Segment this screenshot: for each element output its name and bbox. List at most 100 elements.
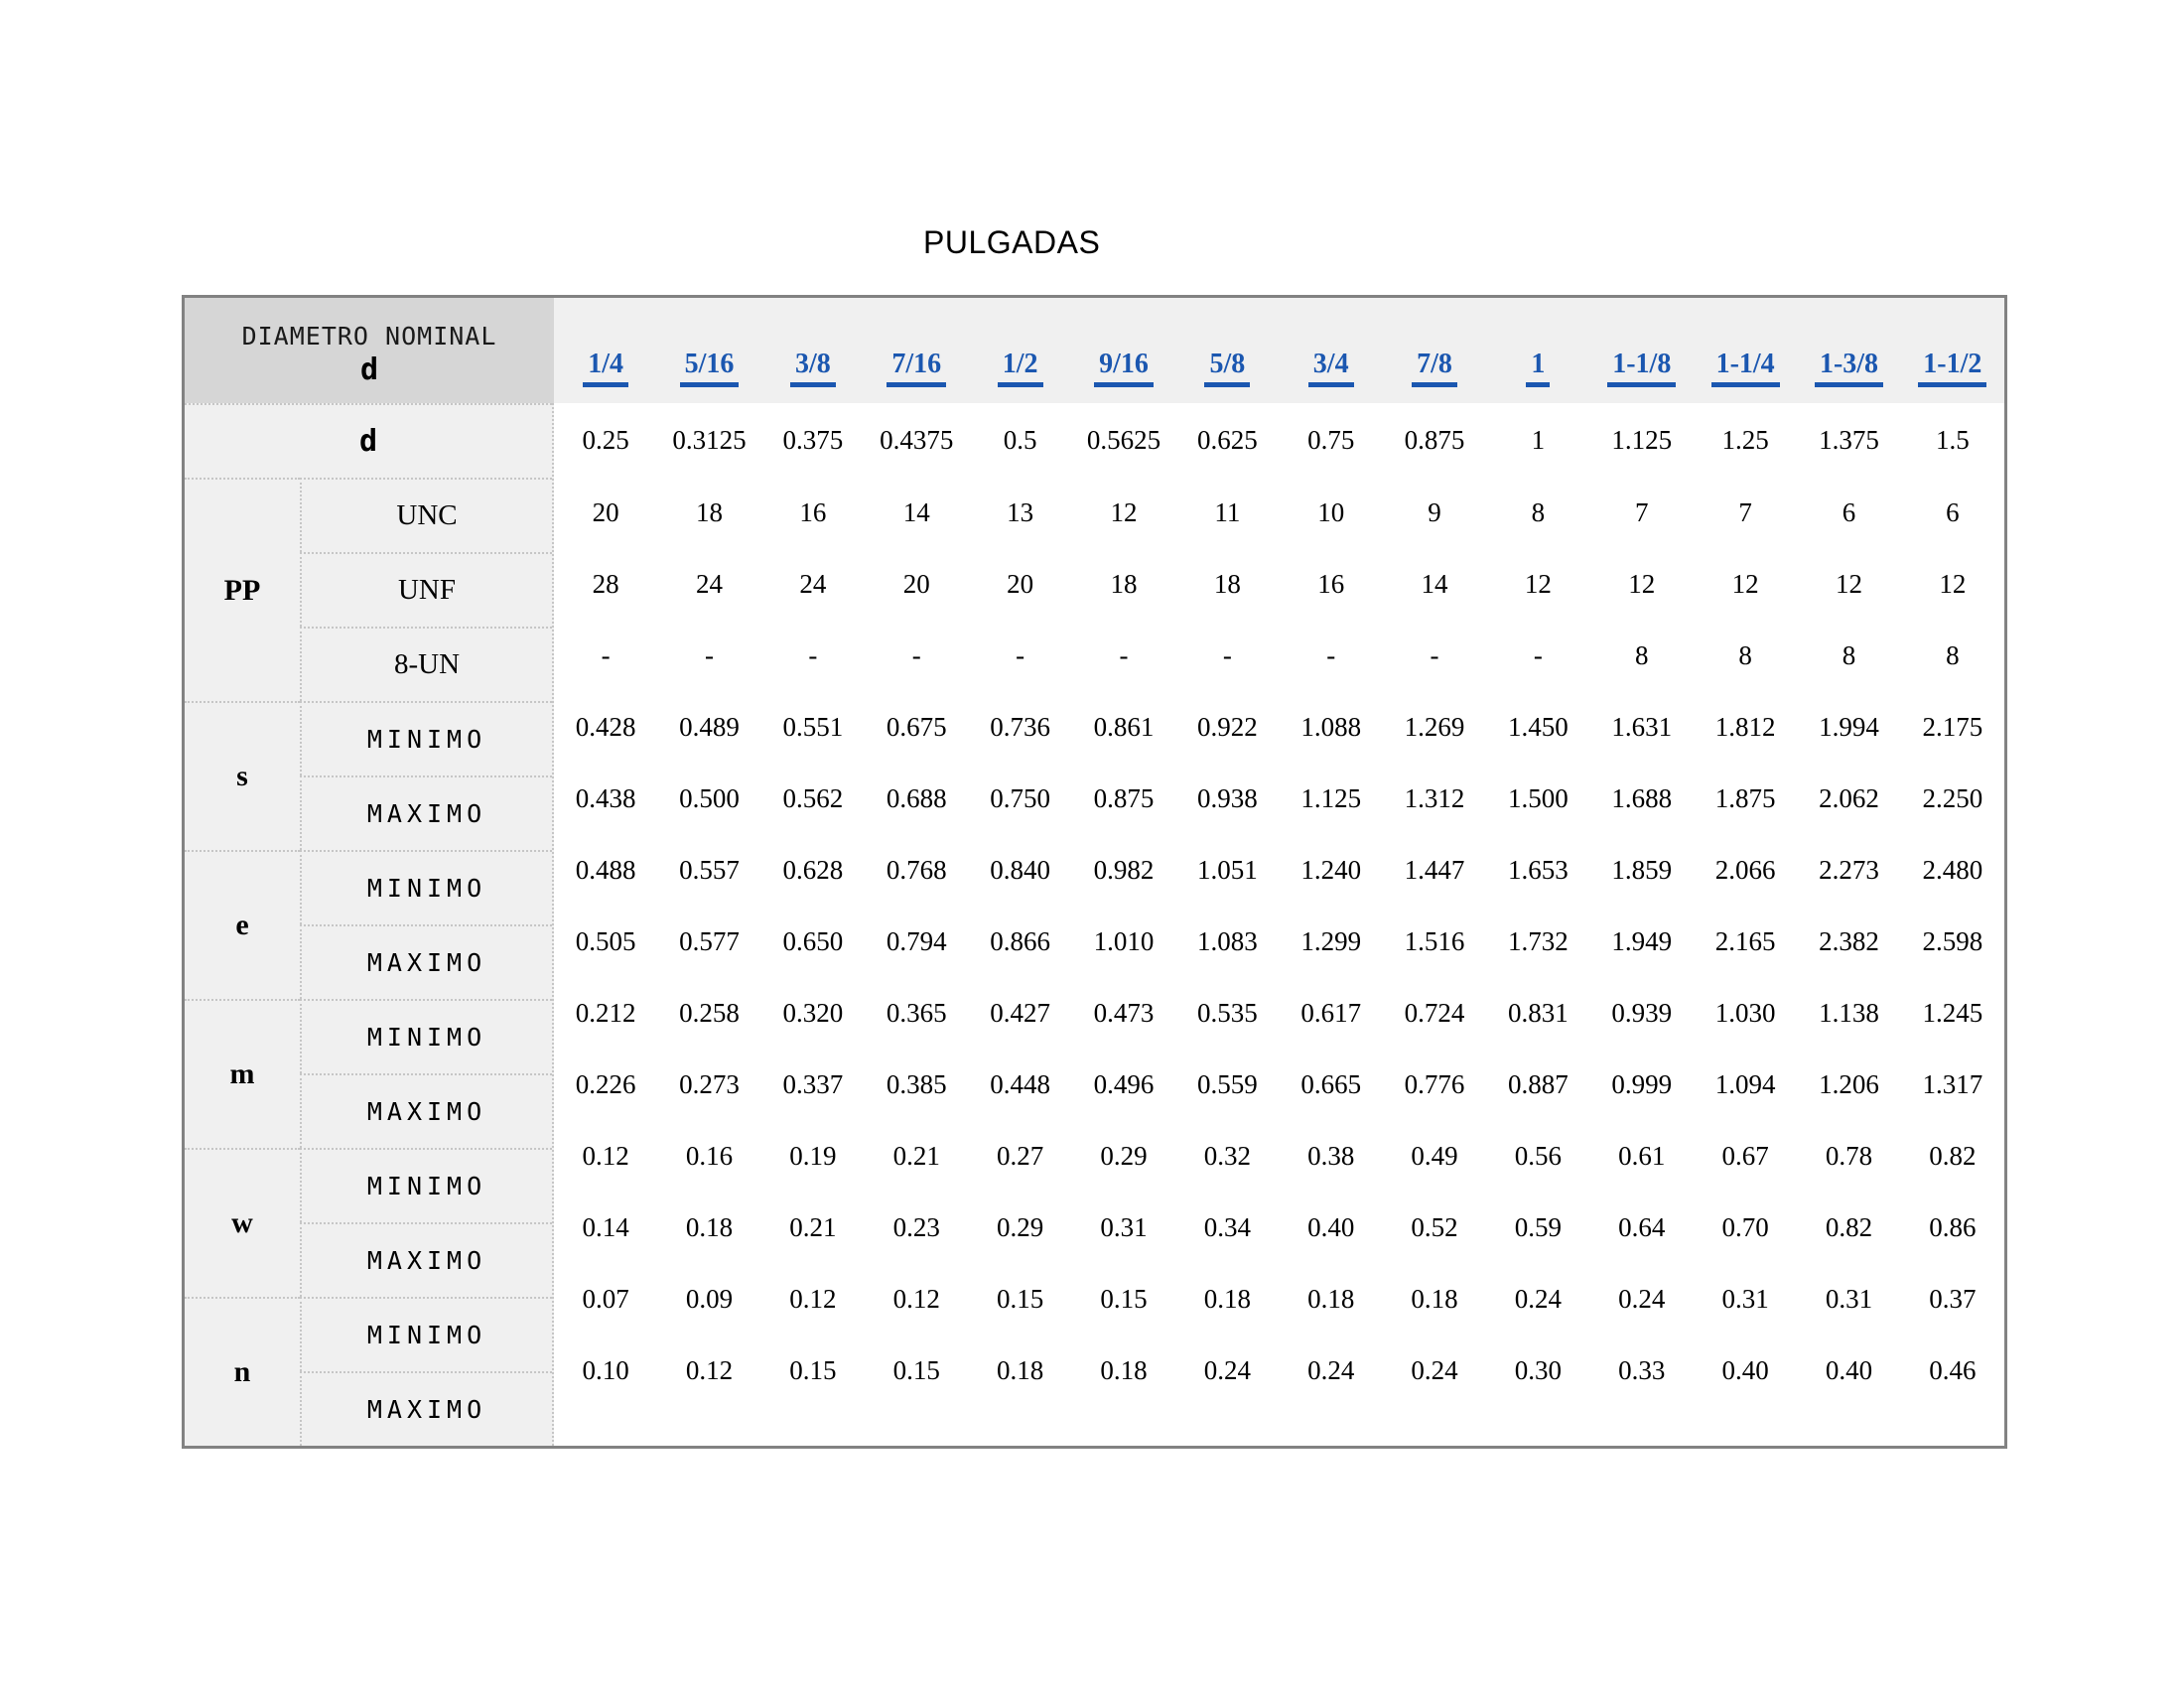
- data-cell: 16: [1317, 568, 1345, 599]
- data-row: 0.212 0.258 0.320 0.365 0.427 0.473 0.535 0.617…: [554, 977, 2004, 1049]
- data-row: 0.505 0.577 0.650 0.794 0.866 1.010 1.083 1.299…: [554, 906, 2004, 977]
- data-cell: 0.18: [685, 1211, 734, 1242]
- data-cell: 0.337: [782, 1068, 844, 1099]
- data-cell: 2.480: [1922, 854, 1983, 885]
- data-cell: 2.062: [1819, 782, 1879, 813]
- data-cell: 0.625: [1196, 424, 1258, 455]
- corner-title: DIAMETRO NOMINAL: [241, 322, 497, 351]
- data-cell: 0.70: [1721, 1211, 1769, 1242]
- data-cell: 0.40: [1825, 1354, 1873, 1385]
- group-label-PP: PP: [185, 478, 300, 701]
- data-cell: 9: [1428, 496, 1441, 527]
- data-cell: 0.78: [1825, 1140, 1873, 1171]
- column-header-link[interactable]: 9/16: [1094, 349, 1154, 387]
- data-cell: 8: [1842, 639, 1856, 670]
- column-header: 1-1/2: [1901, 298, 2004, 403]
- data-cell: 0.24: [1514, 1283, 1563, 1314]
- data-cell: 8: [1738, 639, 1752, 670]
- data-cell: 0.16: [685, 1140, 734, 1171]
- data-cell: 1.245: [1922, 997, 1983, 1028]
- data-cell: 0.776: [1404, 1068, 1465, 1099]
- column-headers: 1/4 5/16 3/8 7/16 1/2 9/16 5/8 3/4 7/8 1 1-1/8 1-1/…: [554, 298, 2004, 403]
- column-header-link[interactable]: 1: [1526, 349, 1551, 387]
- data-cell: 1.083: [1196, 925, 1258, 956]
- column-header-link[interactable]: 3/4: [1307, 349, 1354, 387]
- data-cell: 18: [696, 496, 724, 527]
- data-cell: 16: [799, 496, 827, 527]
- data-cell: 0.562: [782, 782, 844, 813]
- data-cell: 0.31: [1100, 1211, 1148, 1242]
- data-cell: 2.382: [1819, 925, 1879, 956]
- data-cell: 0.750: [990, 782, 1050, 813]
- data-cell: 0.688: [886, 782, 947, 813]
- column-header: 9/16: [1072, 298, 1175, 403]
- data-cell: 0.25: [582, 424, 629, 455]
- data-cell: 0.40: [1307, 1211, 1355, 1242]
- data-cell: 12: [1628, 568, 1656, 599]
- group-label-m: m: [185, 999, 300, 1148]
- column-header-link[interactable]: 1/2: [997, 349, 1043, 387]
- data-cell: 1.125: [1611, 424, 1673, 455]
- column-header-link[interactable]: 1-3/8: [1814, 349, 1884, 387]
- data-cell: 0.15: [892, 1354, 940, 1385]
- data-cell: 2.165: [1714, 925, 1776, 956]
- column-header-link[interactable]: 1-1/2: [1918, 349, 1987, 387]
- data-cell: 0.500: [679, 782, 740, 813]
- data-cell: 0.999: [1611, 1068, 1673, 1099]
- column-header-link[interactable]: 1-1/4: [1710, 349, 1780, 387]
- data-cell: 0.724: [1404, 997, 1465, 1028]
- data-cell: 0.86: [1929, 1211, 1977, 1242]
- column-header: 3/8: [761, 298, 865, 403]
- column-header-link[interactable]: 5/16: [679, 349, 740, 387]
- data-cell: 1: [1531, 424, 1546, 455]
- column-header-link[interactable]: 7/16: [887, 349, 947, 387]
- data-cell: 1.375: [1819, 424, 1879, 455]
- data-cell: 6: [1946, 496, 1960, 527]
- data-cell: 0.505: [575, 925, 636, 956]
- data-cell: 0.24: [1203, 1354, 1251, 1385]
- column-header: 1: [1486, 298, 1589, 403]
- row-label: MAXIMO: [300, 924, 552, 999]
- data-cell: 0.939: [1611, 997, 1673, 1028]
- data-cell: 0.794: [886, 925, 947, 956]
- data-row: 28 24 24 20 20 18 18 16 14 12 12 12 12 12: [554, 548, 2004, 620]
- page-title: PULGADAS: [923, 224, 1101, 260]
- data-cell: 0.5: [1003, 424, 1037, 455]
- column-header-link[interactable]: 3/8: [790, 349, 836, 387]
- data-cell: 2.250: [1922, 782, 1983, 813]
- data-row: 0.226 0.273 0.337 0.385 0.448 0.496 0.559 0.665…: [554, 1049, 2004, 1120]
- column-header-link[interactable]: 7/8: [1412, 349, 1457, 387]
- data-row: 0.488 0.557 0.628 0.768 0.840 0.982 1.051 1.240…: [554, 834, 2004, 906]
- data-cell: 0.29: [996, 1211, 1044, 1242]
- column-header-link[interactable]: 1/4: [583, 349, 629, 387]
- data-cell: 0.375: [782, 424, 844, 455]
- row-label: 8-UN: [300, 627, 552, 701]
- column-header: 1/4: [554, 298, 657, 403]
- data-cell: 0.15: [1100, 1283, 1148, 1314]
- data-cell: 0.18: [1203, 1283, 1251, 1314]
- data-row: 0.438 0.500 0.562 0.688 0.750 0.875 0.938 1.125…: [554, 763, 2004, 834]
- group-label-n: n: [185, 1297, 300, 1446]
- data-cell: 1.447: [1404, 854, 1465, 885]
- column-header: 7/16: [865, 298, 968, 403]
- column-header: 1-1/4: [1694, 298, 1797, 403]
- data-cell: 0.861: [1093, 711, 1155, 742]
- data-cell: 0.12: [892, 1283, 940, 1314]
- column-header-link[interactable]: 1-1/8: [1607, 349, 1677, 387]
- data-cell: 1.088: [1300, 711, 1362, 742]
- data-cell: 12: [1835, 568, 1862, 599]
- column-header-link[interactable]: 5/8: [1204, 349, 1251, 387]
- column-header: 7/8: [1383, 298, 1486, 403]
- data-cell: 0.29: [1100, 1140, 1148, 1171]
- data-cell: 1.094: [1714, 1068, 1776, 1099]
- data-cell: 0.21: [892, 1140, 940, 1171]
- data-cell: 0.577: [679, 925, 740, 956]
- data-cell: 1.500: [1508, 782, 1569, 813]
- data-cell: 0.52: [1411, 1211, 1458, 1242]
- data-cell: 1.138: [1819, 997, 1879, 1028]
- data-cell: 0.831: [1508, 997, 1569, 1028]
- data-cell: 0.33: [1618, 1354, 1666, 1385]
- data-cell: 0.38: [1307, 1140, 1355, 1171]
- data-cell: 0.10: [582, 1354, 629, 1385]
